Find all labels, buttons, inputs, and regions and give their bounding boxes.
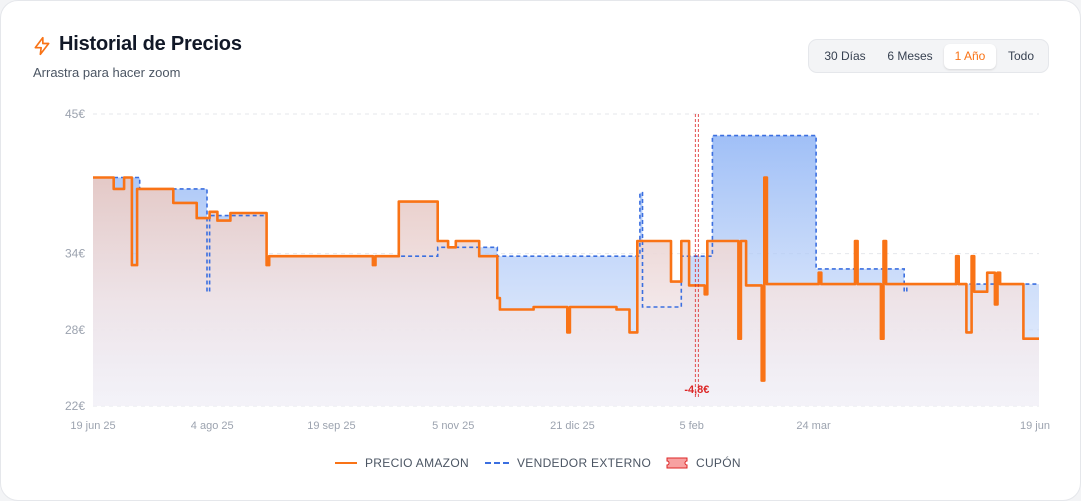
range-30-days-button[interactable]: 30 Días [824, 49, 866, 63]
legend-external-swatch [485, 462, 509, 464]
range-6-months-button[interactable]: 6 Meses [887, 49, 933, 63]
x-tick-label: 19 jun [1020, 420, 1050, 432]
legend-coupon-label: CUPÓN [696, 456, 741, 470]
page-title: Historial de Precios [59, 33, 242, 55]
price-history-chart[interactable]: -4,8€ 45€ 34€ 28€ 22€ 19 jun 25 4 ago 25 19 sep… [1, 1, 1081, 446]
y-tick-label: 45€ [65, 107, 85, 121]
x-tick-label: 24 mar [796, 420, 831, 432]
y-tick-label: 28€ [65, 323, 85, 337]
y-tick-label: 22€ [65, 399, 85, 413]
x-tick-label: 5 nov 25 [432, 420, 474, 432]
coupon-label: -4,8€ [684, 384, 709, 396]
amazon-price-line [93, 176, 1039, 382]
amazon-price-area [93, 177, 1039, 406]
range-all-button[interactable]: Todo [1007, 49, 1035, 63]
x-tick-label: 19 sep 25 [307, 420, 355, 432]
legend-amazon-label: PRECIO AMAZON [365, 456, 469, 470]
coupon-icon [666, 457, 688, 469]
legend-external-label: VENDEDOR EXTERNO [517, 456, 652, 470]
range-selector: 30 Días 6 Meses 1 Año Todo [808, 39, 1049, 73]
legend-amazon-swatch [335, 462, 357, 464]
lightning-icon [34, 36, 50, 56]
page-subtitle: Arrastra para hacer zoom [33, 65, 181, 80]
y-tick-label: 34€ [65, 247, 85, 261]
range-1-year-button[interactable]: 1 Año [944, 44, 996, 69]
x-tick-label: 21 dic 25 [550, 420, 595, 432]
x-tick-label: 19 jun 25 [70, 420, 115, 432]
x-tick-label: 5 feb [679, 420, 703, 432]
chart-legend: PRECIO AMAZON VENDEDOR EXTERNO CUPÓN [1, 454, 1080, 474]
x-tick-label: 4 ago 25 [191, 420, 234, 432]
